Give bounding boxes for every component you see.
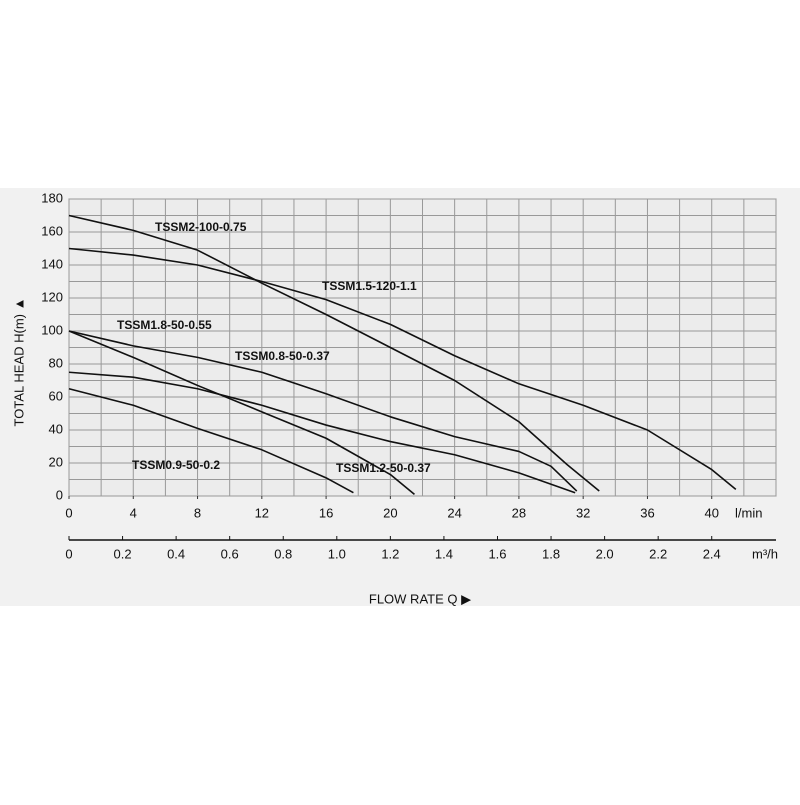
- y-tick-label: 0: [56, 487, 63, 502]
- y-tick-label: 180: [41, 190, 63, 205]
- curve-label: TSSM1.5-120-1.1: [322, 279, 417, 293]
- x-tick-label: 0: [65, 505, 72, 520]
- curve-label: TSSM2-100-0.75: [155, 220, 247, 234]
- x2-tick-label: 0.8: [274, 546, 292, 561]
- x2-tick-label: 0.4: [167, 546, 185, 561]
- curve-label: TSSM0.8-50-0.37: [235, 349, 330, 363]
- x2-tick-label: 1.4: [435, 546, 453, 561]
- pump-curve: [68, 330, 415, 495]
- x2-unit: m³/h: [752, 546, 778, 561]
- x-tick-label: 36: [640, 505, 654, 520]
- x-tick-label: 4: [130, 505, 137, 520]
- pump-curve: [68, 247, 737, 491]
- y-tick-label: 120: [41, 289, 63, 304]
- x-axis-title: FLOW RATE Q ▶: [369, 591, 471, 606]
- y-tick-label: 60: [49, 388, 63, 403]
- pump-curve: [68, 330, 578, 492]
- x-tick-label: 20: [383, 505, 397, 520]
- pump-curve: [68, 214, 600, 492]
- x2-tick-label: 2.0: [596, 546, 614, 561]
- y-tick-label: 80: [49, 355, 63, 370]
- x-tick-label: 24: [447, 505, 461, 520]
- x2-tick-label: 0: [65, 546, 72, 561]
- curve-label: TSSM1.2-50-0.37: [336, 461, 431, 475]
- x-unit: l/min: [735, 505, 762, 520]
- pump-curve: [68, 371, 576, 494]
- y-tick-label: 40: [49, 421, 63, 436]
- y-tick-label: 160: [41, 223, 63, 238]
- x-tick-label: 16: [319, 505, 333, 520]
- x2-tick-label: 1.2: [381, 546, 399, 561]
- x2-tick-label: 2.4: [703, 546, 721, 561]
- x2-tick-label: 1.6: [488, 546, 506, 561]
- x2-tick-label: 2.2: [649, 546, 667, 561]
- x-tick-label: 12: [255, 505, 269, 520]
- x-tick-label: 40: [704, 505, 718, 520]
- x2-tick-label: 1.0: [328, 546, 346, 561]
- x2-tick-label: 1.8: [542, 546, 560, 561]
- x2-tick-label: 0.6: [221, 546, 239, 561]
- curve-label: TSSM0.9-50-0.2: [132, 458, 220, 472]
- y-tick-label: 140: [41, 256, 63, 271]
- x-tick-label: 8: [194, 505, 201, 520]
- pump-curve: [68, 387, 354, 494]
- curve-label: TSSM1.8-50-0.55: [117, 318, 212, 332]
- x2-tick-label: 0.2: [114, 546, 132, 561]
- x-tick-label: 28: [512, 505, 526, 520]
- y-tick-label: 100: [41, 322, 63, 337]
- y-tick-label: 20: [49, 454, 63, 469]
- x-tick-label: 32: [576, 505, 590, 520]
- y-axis-title: TOTAL HEAD H(m) ▲: [11, 298, 26, 427]
